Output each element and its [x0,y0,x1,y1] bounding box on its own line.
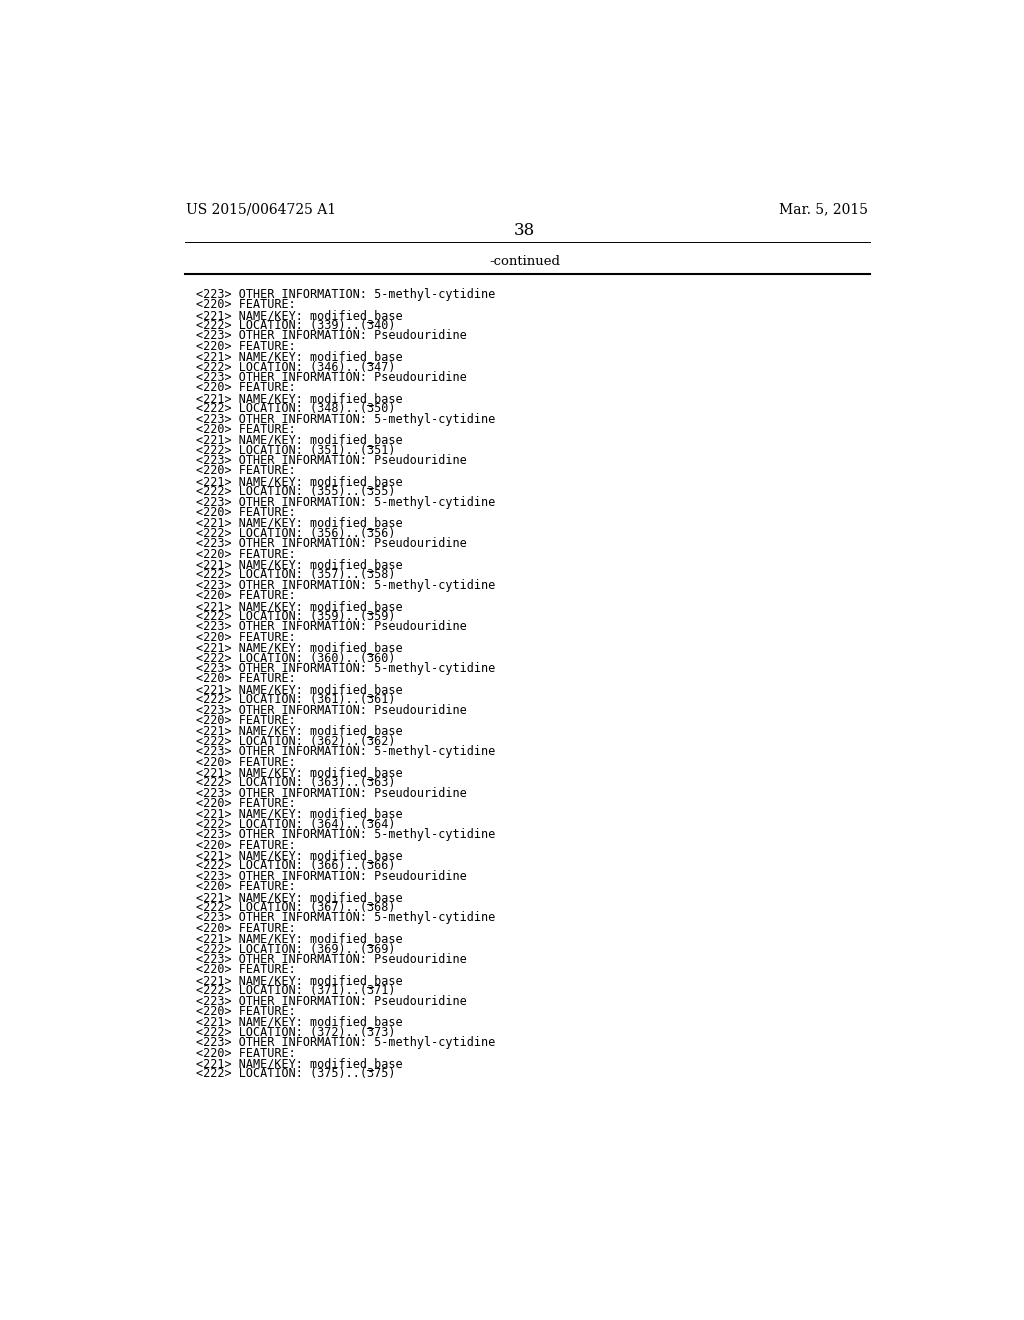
Text: <223> OTHER INFORMATION: Pseudouridine: <223> OTHER INFORMATION: Pseudouridine [197,870,467,883]
Text: <222> LOCATION: (351)..(351): <222> LOCATION: (351)..(351) [197,444,395,457]
Text: <223> OTHER INFORMATION: 5-methyl-cytidine: <223> OTHER INFORMATION: 5-methyl-cytidi… [197,496,496,508]
Text: <222> LOCATION: (339)..(340): <222> LOCATION: (339)..(340) [197,319,395,331]
Text: US 2015/0064725 A1: US 2015/0064725 A1 [186,202,336,216]
Text: <222> LOCATION: (375)..(375): <222> LOCATION: (375)..(375) [197,1068,395,1080]
Text: <220> FEATURE:: <220> FEATURE: [197,921,296,935]
Text: <220> FEATURE:: <220> FEATURE: [197,838,296,851]
Text: <220> FEATURE:: <220> FEATURE: [197,797,296,810]
Text: <223> OTHER INFORMATION: 5-methyl-cytidine: <223> OTHER INFORMATION: 5-methyl-cytidi… [197,412,496,425]
Text: <222> LOCATION: (346)..(347): <222> LOCATION: (346)..(347) [197,360,395,374]
Text: <220> FEATURE:: <220> FEATURE: [197,589,296,602]
Text: <223> OTHER INFORMATION: Pseudouridine: <223> OTHER INFORMATION: Pseudouridine [197,953,467,966]
Text: <223> OTHER INFORMATION: 5-methyl-cytidine: <223> OTHER INFORMATION: 5-methyl-cytidi… [197,829,496,841]
Text: <221> NAME/KEY: modified_base: <221> NAME/KEY: modified_base [197,642,402,655]
Text: <221> NAME/KEY: modified_base: <221> NAME/KEY: modified_base [197,475,402,488]
Text: <221> NAME/KEY: modified_base: <221> NAME/KEY: modified_base [197,516,402,529]
Text: <223> OTHER INFORMATION: 5-methyl-cytidine: <223> OTHER INFORMATION: 5-methyl-cytidi… [197,744,496,758]
Text: <223> OTHER INFORMATION: 5-methyl-cytidine: <223> OTHER INFORMATION: 5-methyl-cytidi… [197,663,496,675]
Text: <223> OTHER INFORMATION: Pseudouridine: <223> OTHER INFORMATION: Pseudouridine [197,330,467,342]
Text: <221> NAME/KEY: modified_base: <221> NAME/KEY: modified_base [197,1015,402,1028]
Text: -continued: -continued [489,255,560,268]
Text: <223> OTHER INFORMATION: Pseudouridine: <223> OTHER INFORMATION: Pseudouridine [197,704,467,717]
Text: <223> OTHER INFORMATION: 5-methyl-cytidine: <223> OTHER INFORMATION: 5-methyl-cytidi… [197,288,496,301]
Text: <220> FEATURE:: <220> FEATURE: [197,548,296,561]
Text: <220> FEATURE:: <220> FEATURE: [197,1047,296,1060]
Text: <221> NAME/KEY: modified_base: <221> NAME/KEY: modified_base [197,808,402,821]
Text: <221> NAME/KEY: modified_base: <221> NAME/KEY: modified_base [197,350,402,363]
Text: <220> FEATURE:: <220> FEATURE: [197,1005,296,1018]
Text: <222> LOCATION: (371)..(371): <222> LOCATION: (371)..(371) [197,985,395,997]
Text: <221> NAME/KEY: modified_base: <221> NAME/KEY: modified_base [197,1057,402,1071]
Text: <222> LOCATION: (362)..(362): <222> LOCATION: (362)..(362) [197,735,395,747]
Text: <222> LOCATION: (363)..(363): <222> LOCATION: (363)..(363) [197,776,395,789]
Text: <222> LOCATION: (356)..(356): <222> LOCATION: (356)..(356) [197,527,395,540]
Text: <223> OTHER INFORMATION: 5-methyl-cytidine: <223> OTHER INFORMATION: 5-methyl-cytidi… [197,911,496,924]
Text: <222> LOCATION: (369)..(369): <222> LOCATION: (369)..(369) [197,942,395,956]
Text: <220> FEATURE:: <220> FEATURE: [197,422,296,436]
Text: <223> OTHER INFORMATION: 5-methyl-cytidine: <223> OTHER INFORMATION: 5-methyl-cytidi… [197,579,496,591]
Text: <222> LOCATION: (367)..(368): <222> LOCATION: (367)..(368) [197,902,395,913]
Text: <222> LOCATION: (364)..(364): <222> LOCATION: (364)..(364) [197,818,395,830]
Text: <221> NAME/KEY: modified_base: <221> NAME/KEY: modified_base [197,558,402,572]
Text: <221> NAME/KEY: modified_base: <221> NAME/KEY: modified_base [197,599,402,612]
Text: <223> OTHER INFORMATION: Pseudouridine: <223> OTHER INFORMATION: Pseudouridine [197,620,467,634]
Text: <220> FEATURE:: <220> FEATURE: [197,714,296,727]
Text: <222> LOCATION: (359)..(359): <222> LOCATION: (359)..(359) [197,610,395,623]
Text: <223> OTHER INFORMATION: 5-methyl-cytidine: <223> OTHER INFORMATION: 5-methyl-cytidi… [197,1036,496,1049]
Text: <220> FEATURE:: <220> FEATURE: [197,672,296,685]
Text: <221> NAME/KEY: modified_base: <221> NAME/KEY: modified_base [197,891,402,904]
Text: <220> FEATURE:: <220> FEATURE: [197,298,296,312]
Text: <223> OTHER INFORMATION: Pseudouridine: <223> OTHER INFORMATION: Pseudouridine [197,371,467,384]
Text: <220> FEATURE:: <220> FEATURE: [197,339,296,352]
Text: <220> FEATURE:: <220> FEATURE: [197,381,296,395]
Text: <222> LOCATION: (366)..(366): <222> LOCATION: (366)..(366) [197,859,395,873]
Text: <223> OTHER INFORMATION: Pseudouridine: <223> OTHER INFORMATION: Pseudouridine [197,454,467,467]
Text: <220> FEATURE:: <220> FEATURE: [197,506,296,519]
Text: <221> NAME/KEY: modified_base: <221> NAME/KEY: modified_base [197,766,402,779]
Text: <221> NAME/KEY: modified_base: <221> NAME/KEY: modified_base [197,392,402,405]
Text: <221> NAME/KEY: modified_base: <221> NAME/KEY: modified_base [197,433,402,446]
Text: <223> OTHER INFORMATION: Pseudouridine: <223> OTHER INFORMATION: Pseudouridine [197,995,467,1007]
Text: <222> LOCATION: (372)..(373): <222> LOCATION: (372)..(373) [197,1026,395,1039]
Text: <221> NAME/KEY: modified_base: <221> NAME/KEY: modified_base [197,309,402,322]
Text: 38: 38 [514,222,536,239]
Text: <220> FEATURE:: <220> FEATURE: [197,631,296,644]
Text: <222> LOCATION: (355)..(355): <222> LOCATION: (355)..(355) [197,486,395,498]
Text: <221> NAME/KEY: modified_base: <221> NAME/KEY: modified_base [197,725,402,738]
Text: <221> NAME/KEY: modified_base: <221> NAME/KEY: modified_base [197,849,402,862]
Text: <222> LOCATION: (361)..(361): <222> LOCATION: (361)..(361) [197,693,395,706]
Text: <223> OTHER INFORMATION: Pseudouridine: <223> OTHER INFORMATION: Pseudouridine [197,537,467,550]
Text: <220> FEATURE:: <220> FEATURE: [197,880,296,894]
Text: <222> LOCATION: (360)..(360): <222> LOCATION: (360)..(360) [197,652,395,664]
Text: <220> FEATURE:: <220> FEATURE: [197,465,296,478]
Text: <220> FEATURE:: <220> FEATURE: [197,755,296,768]
Text: <221> NAME/KEY: modified_base: <221> NAME/KEY: modified_base [197,932,402,945]
Text: <222> LOCATION: (348)..(350): <222> LOCATION: (348)..(350) [197,403,395,414]
Text: Mar. 5, 2015: Mar. 5, 2015 [779,202,868,216]
Text: <221> NAME/KEY: modified_base: <221> NAME/KEY: modified_base [197,974,402,987]
Text: <221> NAME/KEY: modified_base: <221> NAME/KEY: modified_base [197,682,402,696]
Text: <222> LOCATION: (357)..(358): <222> LOCATION: (357)..(358) [197,569,395,581]
Text: <220> FEATURE:: <220> FEATURE: [197,964,296,977]
Text: <223> OTHER INFORMATION: Pseudouridine: <223> OTHER INFORMATION: Pseudouridine [197,787,467,800]
